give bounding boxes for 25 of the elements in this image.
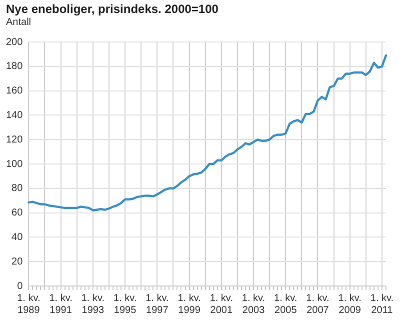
x-tick-label: 1. kv. 2003 [242,292,266,316]
y-tick-label: 140 [6,110,24,121]
x-tick-label: 1. kv. 1997 [146,292,169,316]
y-axis-title: Antall [6,17,32,28]
y-tick-label: 180 [6,61,24,72]
x-tick-label: 1. kv. 1993 [81,292,104,316]
x-tick-label: 1. kv. 2005 [274,292,298,316]
x-tick-label: 1. kv. 1991 [49,292,72,316]
y-tick-label: 20 [12,256,24,268]
y-tick-label: 80 [12,183,24,194]
y-tick-label: 160 [6,86,24,97]
y-tick-label: 0 [17,280,24,292]
x-tick-label: 1. kv. 2007 [306,292,330,316]
x-tick-label: 1. kv. 1995 [113,292,137,316]
y-tick-label: 200 [6,36,24,48]
x-tick-label: 1. kv. 2011 [370,292,394,316]
chart-title: Nye eneboliger, prisindeks. 2000=100 [6,2,218,16]
y-tick-label: 60 [12,208,24,219]
x-tick-label: 1. kv. 1989 [17,292,40,316]
x-tick-label: 1. kv. 1999 [178,292,201,316]
y-tick-label: 120 [6,134,24,146]
y-tick-label: 40 [12,232,24,243]
x-tick-label: 1. kv. 2009 [338,292,362,316]
y-tick-label: 100 [6,158,24,170]
x-tick-label: 1. kv. 2001 [210,292,233,316]
